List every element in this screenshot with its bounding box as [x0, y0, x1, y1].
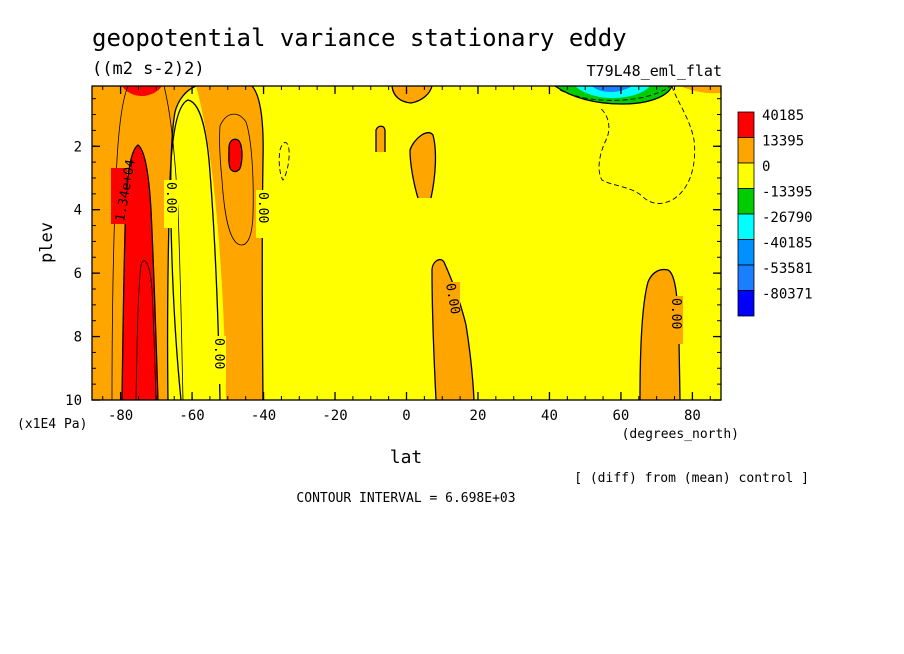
legend-label: -80371 [762, 287, 813, 303]
contour-line [163, 85, 184, 401]
plot-area: 1.34e+04 0.00 0.00 0.00 0.00 0.00 [91, 85, 722, 401]
contour-line [409, 132, 437, 199]
legend-label: -40185 [762, 236, 813, 252]
x-tick-label: 20 [470, 408, 487, 424]
contour-line [375, 125, 386, 152]
region-south-midlat-positive [196, 86, 264, 400]
chart-title: geopotential variance stationary eddy [92, 24, 627, 52]
contour-lines-thin [111, 85, 254, 401]
legend: 40185 13395 0 -13395 -26790 -40185 -53581 -8037… [737, 108, 813, 317]
x-tick-label: 80 [684, 408, 701, 424]
contour-label: 0.00 [668, 298, 683, 329]
units-label: ((m2 s-2)2) [92, 59, 205, 79]
region-north-polar-negative-inner [575, 86, 650, 98]
legend-swatch [737, 264, 755, 291]
region-south-midlat-max [228, 139, 242, 172]
contour-line-dashed [559, 85, 671, 101]
legend-label: -53581 [762, 261, 813, 277]
contour-line [391, 85, 433, 104]
x-tick-label: -40 [251, 408, 276, 424]
negative-contours [278, 85, 696, 204]
contour-line-dashed [598, 85, 696, 204]
legend-label: 0 [762, 159, 770, 175]
y-axis-units: (x1E4 Pa) [17, 417, 87, 432]
y-tick-label: 2 [74, 139, 82, 155]
legend-swatch [737, 188, 755, 215]
y-tick-label: 10 [65, 393, 82, 409]
contour-line [166, 99, 221, 401]
diff-note: [ (diff) from (mean) control ] [574, 471, 809, 486]
region-small-positive-1 [376, 126, 385, 152]
contour-label-group: 1.34e+04 0.00 0.00 0.00 0.00 0.00 [111, 158, 683, 384]
y-tick-label: 8 [74, 330, 82, 346]
legend-label: -26790 [762, 210, 813, 226]
x-tick-label: 60 [613, 408, 630, 424]
legend-swatch [737, 111, 755, 138]
contour-interval: CONTOUR INTERVAL = 6.698E+03 [296, 491, 515, 506]
y-axis-label: plev [37, 222, 57, 263]
contour-line [121, 144, 159, 401]
legend-label: 13395 [762, 134, 804, 150]
contour-line [251, 85, 264, 401]
region-top-cap-max [122, 86, 162, 96]
legend-label: 40185 [762, 108, 804, 124]
x-tick-label: -20 [322, 408, 347, 424]
axes: -80 -60 -40 -20 0 20 40 60 80 2 4 6 8 10 [65, 86, 721, 424]
x-axis-label: lat [390, 447, 423, 468]
legend-swatch [737, 137, 755, 164]
region-tropics-column-a [410, 132, 436, 198]
contour-line [219, 113, 254, 246]
contour-line [431, 258, 475, 401]
contour-line-dashed [278, 142, 290, 181]
contour-label: 0.00 [211, 338, 226, 369]
legend-swatch [737, 213, 755, 240]
y-tick-label: 4 [74, 203, 82, 219]
x-tick-label: -80 [108, 408, 133, 424]
x-tick-label: -60 [179, 408, 204, 424]
contour-label: 0.00 [255, 192, 270, 223]
run-label: T79L48_eml_flat [587, 62, 722, 80]
legend-swatch [737, 290, 755, 317]
x-tick-label: 40 [541, 408, 558, 424]
x-tick-label: 0 [402, 408, 410, 424]
contour-label: 0.00 [442, 282, 462, 315]
region-south-midlat-hole [167, 100, 220, 400]
contour-line [228, 138, 243, 173]
legend-swatch [737, 239, 755, 266]
legend-swatch [737, 162, 755, 189]
region-north-polar-negative-core [592, 86, 632, 92]
legend-label: -13395 [762, 185, 813, 201]
contour-label: 0.00 [163, 182, 178, 213]
y-tick-label: 6 [74, 266, 82, 282]
contour-line [135, 260, 157, 401]
x-axis-units: (degrees_north) [622, 427, 739, 442]
